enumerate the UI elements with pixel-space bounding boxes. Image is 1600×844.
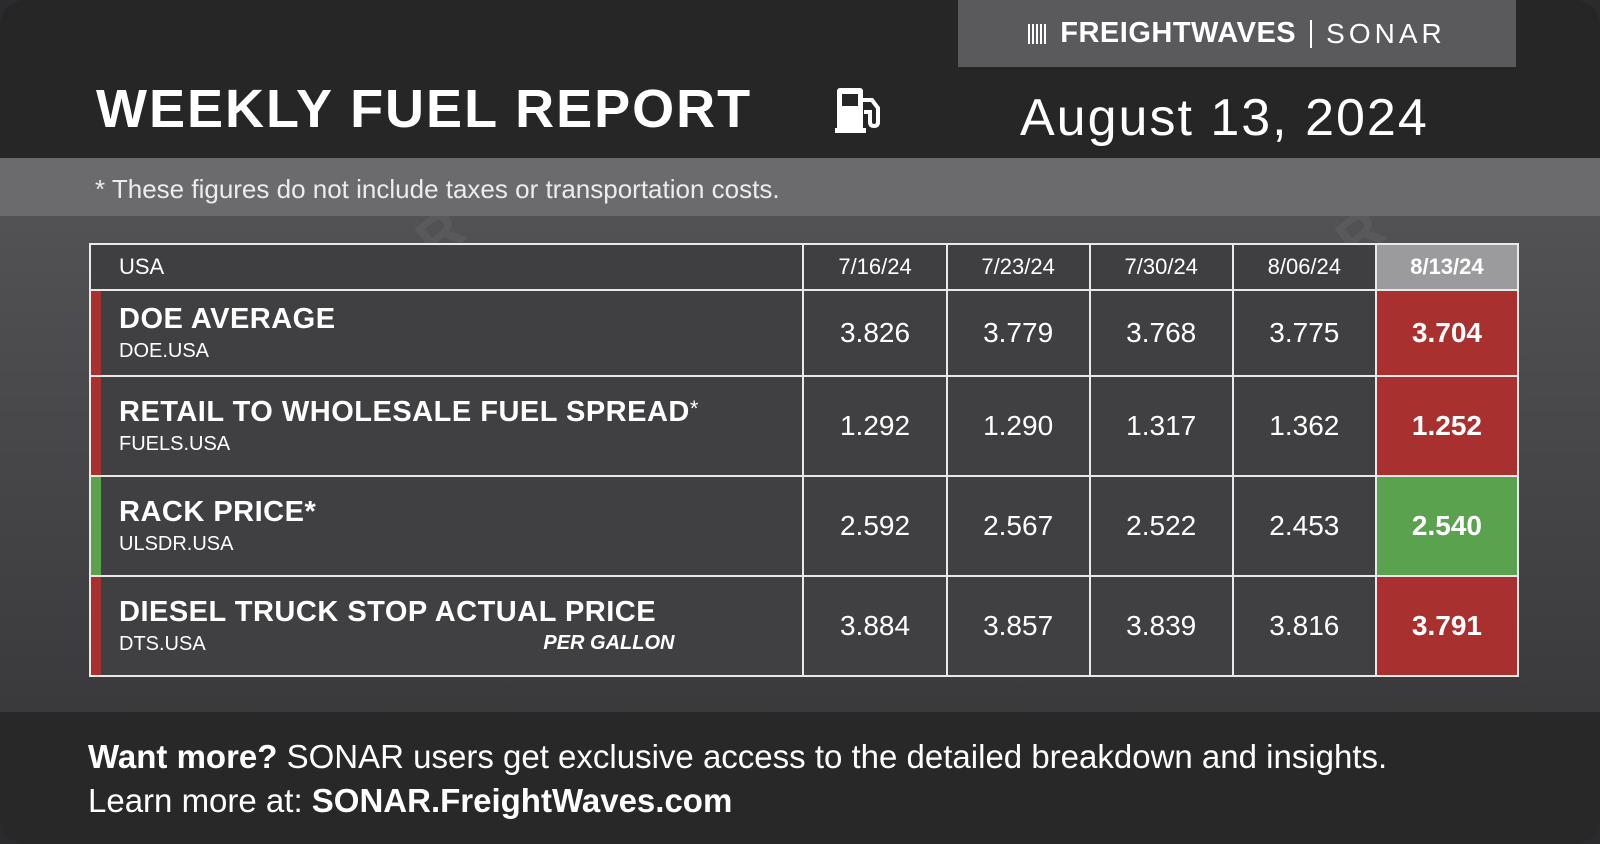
footer-line-1: Want more? SONAR users get exclusive acc… xyxy=(88,735,1387,779)
region-header: USA xyxy=(88,243,805,291)
table-row: DIESEL TRUCK STOP ACTUAL PRICE DTS.USA PER… xyxy=(88,575,1520,677)
row-name: DOE AVERAGE xyxy=(119,303,336,335)
row-asterisk: * xyxy=(689,396,699,421)
report-date: August 13, 2024 xyxy=(1020,89,1429,147)
footer-line-2: Learn more at: SONAR.FreightWaves.com xyxy=(88,779,1387,823)
row-name: RACK PRICE* xyxy=(119,496,317,528)
current-week-header: 8/13/24 xyxy=(1374,243,1520,291)
page-title: WEEKLY FUEL REPORT xyxy=(96,79,753,139)
row-unit: PER GALLON xyxy=(543,632,675,654)
current-value-cell: 2.540 xyxy=(1374,475,1520,577)
current-value-cell: 3.791 xyxy=(1374,575,1520,677)
value-cell: 1.362 xyxy=(1231,375,1377,477)
value-cell: 3.826 xyxy=(802,289,948,377)
value-cell: 3.775 xyxy=(1231,289,1377,377)
value-cell: 3.839 xyxy=(1088,575,1234,677)
value-cell: 2.453 xyxy=(1231,475,1377,577)
status-stripe xyxy=(91,377,101,475)
table-row: RETAIL TO WHOLESALE FUEL SPREAD* FUELS.US… xyxy=(88,375,1520,477)
value-cell: 1.292 xyxy=(802,375,948,477)
row-label-cell: RACK PRICE* ULSDR.USA xyxy=(88,475,805,577)
fuel-price-table: USA 7/16/24 7/23/24 7/30/24 8/06/24 8/13… xyxy=(88,243,1520,677)
footer-link[interactable]: SONAR.FreightWaves.com xyxy=(311,782,733,819)
row-label-cell: DIESEL TRUCK STOP ACTUAL PRICE DTS.USA PER… xyxy=(88,575,805,677)
note-bar xyxy=(0,158,1600,216)
table-row: DOE AVERAGE DOE.USA 3.826 3.779 3.768 3.775 3.… xyxy=(88,289,1520,377)
status-stripe xyxy=(91,291,101,375)
value-cell: 3.816 xyxy=(1231,575,1377,677)
table-header-row: USA 7/16/24 7/23/24 7/30/24 8/06/24 8/13… xyxy=(88,243,1520,291)
column-header: 7/30/24 xyxy=(1088,243,1234,291)
row-code: ULSDR.USA xyxy=(119,533,234,555)
value-cell: 3.884 xyxy=(802,575,948,677)
brand-name: FREIGHTWAVES xyxy=(1060,17,1297,49)
footer-learn: Learn more at: xyxy=(88,782,312,819)
table-row: RACK PRICE* ULSDR.USA 2.592 2.567 2.522 2.453… xyxy=(88,475,1520,577)
row-code: DOE.USA xyxy=(119,340,210,362)
footer-lead: Want more? xyxy=(88,738,278,775)
freightwaves-logo-icon xyxy=(1028,23,1047,44)
row-name: DIESEL TRUCK STOP ACTUAL PRICE xyxy=(119,596,657,628)
column-header: 8/06/24 xyxy=(1231,243,1377,291)
column-header: 7/16/24 xyxy=(802,243,948,291)
value-cell: 2.522 xyxy=(1088,475,1234,577)
current-value-cell: 1.252 xyxy=(1374,375,1520,477)
value-cell: 2.592 xyxy=(802,475,948,577)
row-label-cell: RETAIL TO WHOLESALE FUEL SPREAD* FUELS.US… xyxy=(88,375,805,477)
row-code: DTS.USA xyxy=(119,633,206,655)
footer: Want more? SONAR users get exclusive acc… xyxy=(88,735,1387,823)
column-header: 7/23/24 xyxy=(945,243,1091,291)
brand-logo[interactable]: FREIGHTWAVES SONAR xyxy=(958,0,1516,67)
value-cell: 3.768 xyxy=(1088,289,1234,377)
row-code: FUELS.USA xyxy=(119,433,231,455)
footer-text: SONAR users get exclusive access to the … xyxy=(277,738,1388,775)
value-cell: 3.857 xyxy=(945,575,1091,677)
row-name: RETAIL TO WHOLESALE FUEL SPREAD xyxy=(119,396,690,428)
row-label-cell: DOE AVERAGE DOE.USA xyxy=(88,289,805,377)
current-value-cell: 3.704 xyxy=(1374,289,1520,377)
status-stripe xyxy=(91,577,101,675)
status-stripe xyxy=(91,477,101,575)
brand-product: SONAR xyxy=(1326,17,1446,49)
brand-divider xyxy=(1310,19,1313,48)
value-cell: 3.779 xyxy=(945,289,1091,377)
value-cell: 1.290 xyxy=(945,375,1091,477)
disclaimer-note: * These figures do not include taxes or … xyxy=(95,174,780,204)
fuel-pump-icon xyxy=(835,88,880,133)
value-cell: 2.567 xyxy=(945,475,1091,577)
value-cell: 1.317 xyxy=(1088,375,1234,477)
